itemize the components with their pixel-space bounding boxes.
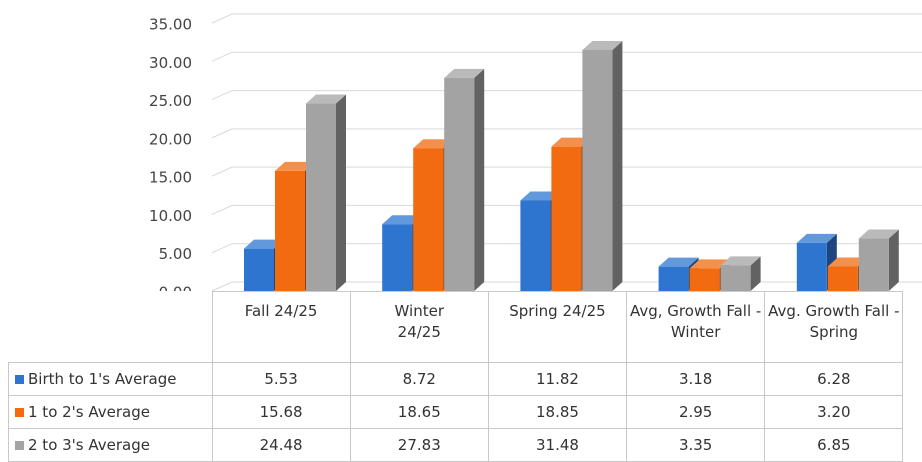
bar-side: [474, 68, 485, 291]
y-tick-label: 35.00: [149, 16, 192, 34]
legend-label: Birth to 1's Average: [28, 370, 177, 388]
grid-line: [211, 128, 922, 139]
bar-front: [720, 265, 751, 291]
grid-line: [211, 13, 922, 24]
bar: [306, 94, 346, 291]
header-cell: Winter 24/25: [349, 291, 489, 363]
bar-front: [413, 148, 444, 291]
table-row: 1 to 2's Average 15.68 18.65 18.85 2.95 3.20: [8, 395, 904, 429]
y-tick-label: 25.00: [149, 92, 192, 110]
bar-front: [520, 200, 551, 291]
bar-front: [827, 266, 858, 291]
value-cell: 11.82: [487, 362, 628, 396]
bar-top: [275, 161, 315, 171]
grid-line: [211, 166, 922, 177]
value-cell: 18.65: [349, 395, 489, 429]
bar-top: [658, 257, 699, 267]
value-cell: 15.68: [211, 395, 351, 429]
legend-key: [15, 408, 24, 417]
grid-line: [211, 51, 922, 62]
value-cell: 6.85: [764, 428, 904, 462]
bar-top: [551, 137, 592, 147]
bar-side: [888, 229, 899, 291]
bar-front: [582, 49, 613, 291]
data-table: Fall 24/25 Winter 24/25 Spring 24/25 Avg, G…: [8, 291, 904, 462]
category-label: Winter 24/25: [394, 302, 444, 341]
bar-front: [275, 170, 305, 291]
bar: [582, 40, 623, 291]
bar-front: [244, 248, 274, 291]
bar-side: [612, 40, 623, 291]
bar-front: [444, 77, 475, 291]
legend-cell: 2 to 3's Average: [8, 428, 213, 462]
bar-top: [796, 233, 837, 243]
legend-cell: 1 to 2's Average: [8, 395, 213, 429]
bar-top: [858, 229, 899, 239]
bar-top: [444, 68, 485, 78]
bar-front: [796, 242, 827, 291]
bar-top: [413, 139, 454, 149]
bar-side: [750, 256, 761, 291]
value-cell: 3.35: [626, 428, 766, 462]
y-tick-label: 0.00: [159, 284, 192, 292]
value-cell: 3.18: [626, 362, 766, 396]
bar-top: [382, 215, 423, 225]
y-tick-label: 30.00: [149, 54, 192, 72]
grid-line: [211, 90, 922, 101]
chart: 0.00 5.00 10.00 15.00 20.00 25.00 30.00 35.00: [149, 13, 922, 292]
bar-top: [689, 259, 730, 269]
value-cell: 24.48: [211, 428, 351, 462]
bar-front: [689, 268, 720, 291]
legend-label: 2 to 3's Average: [28, 436, 150, 454]
page: 0.00 5.00 10.00 15.00 20.00 25.00 30.00 35.00 F…: [8, 13, 922, 462]
bar-front: [658, 266, 689, 291]
bar-top: [520, 191, 561, 201]
bar-top: [582, 40, 623, 50]
value-cell: 6.28: [764, 362, 904, 396]
bar: [444, 68, 485, 291]
grid-line: [211, 243, 922, 254]
category-label: Spring 24/25: [509, 302, 606, 320]
table-row: 2 to 3's Average 24.48 27.83 31.48 3.35 6.85: [8, 428, 904, 462]
value-cell: 8.72: [349, 362, 489, 396]
legend-key: [15, 441, 24, 450]
grid-line: [211, 204, 922, 215]
table-corner: [8, 291, 213, 363]
y-tick-label: 5.00: [159, 245, 192, 263]
bar-front: [551, 146, 582, 291]
legend-key: [15, 375, 24, 384]
bar-top: [244, 239, 284, 249]
bar-front: [858, 238, 889, 291]
header-cell: Avg. Growth Fall -Spring: [764, 291, 904, 363]
header-cell: Avg, Growth Fall - Winter: [626, 291, 766, 363]
table-header-row: Fall 24/25 Winter 24/25 Spring 24/25 Avg, G…: [8, 291, 904, 363]
value-cell: 18.85: [487, 395, 628, 429]
category-label: Avg. Growth Fall -Spring: [768, 302, 900, 341]
legend-cell: Birth to 1's Average: [8, 362, 213, 396]
value-cell: 31.48: [487, 428, 628, 462]
bar-top: [827, 257, 868, 267]
value-cell: 5.53: [211, 362, 351, 396]
value-cell: 3.20: [764, 395, 904, 429]
y-tick-label: 15.00: [149, 169, 192, 187]
value-cell: 2.95: [626, 395, 766, 429]
bar: [858, 229, 899, 291]
value-cell: 27.83: [349, 428, 489, 462]
bar-front: [382, 224, 413, 291]
legend-label: 1 to 2's Average: [28, 403, 150, 421]
category-label: Avg, Growth Fall - Winter: [629, 302, 762, 341]
bar: [720, 256, 761, 291]
y-tick-label: 20.00: [149, 130, 192, 148]
bar-front: [306, 103, 336, 291]
header-cell: Fall 24/25: [211, 291, 351, 363]
bar-top: [306, 94, 346, 104]
category-label: Fall 24/25: [244, 302, 318, 320]
header-cell: Spring 24/25: [487, 291, 628, 363]
bar-top: [720, 256, 761, 266]
y-tick-label: 10.00: [149, 207, 192, 225]
bar-side: [336, 94, 346, 291]
table-row: Birth to 1's Average 5.53 8.72 11.82 3.18 6.2…: [8, 362, 904, 396]
